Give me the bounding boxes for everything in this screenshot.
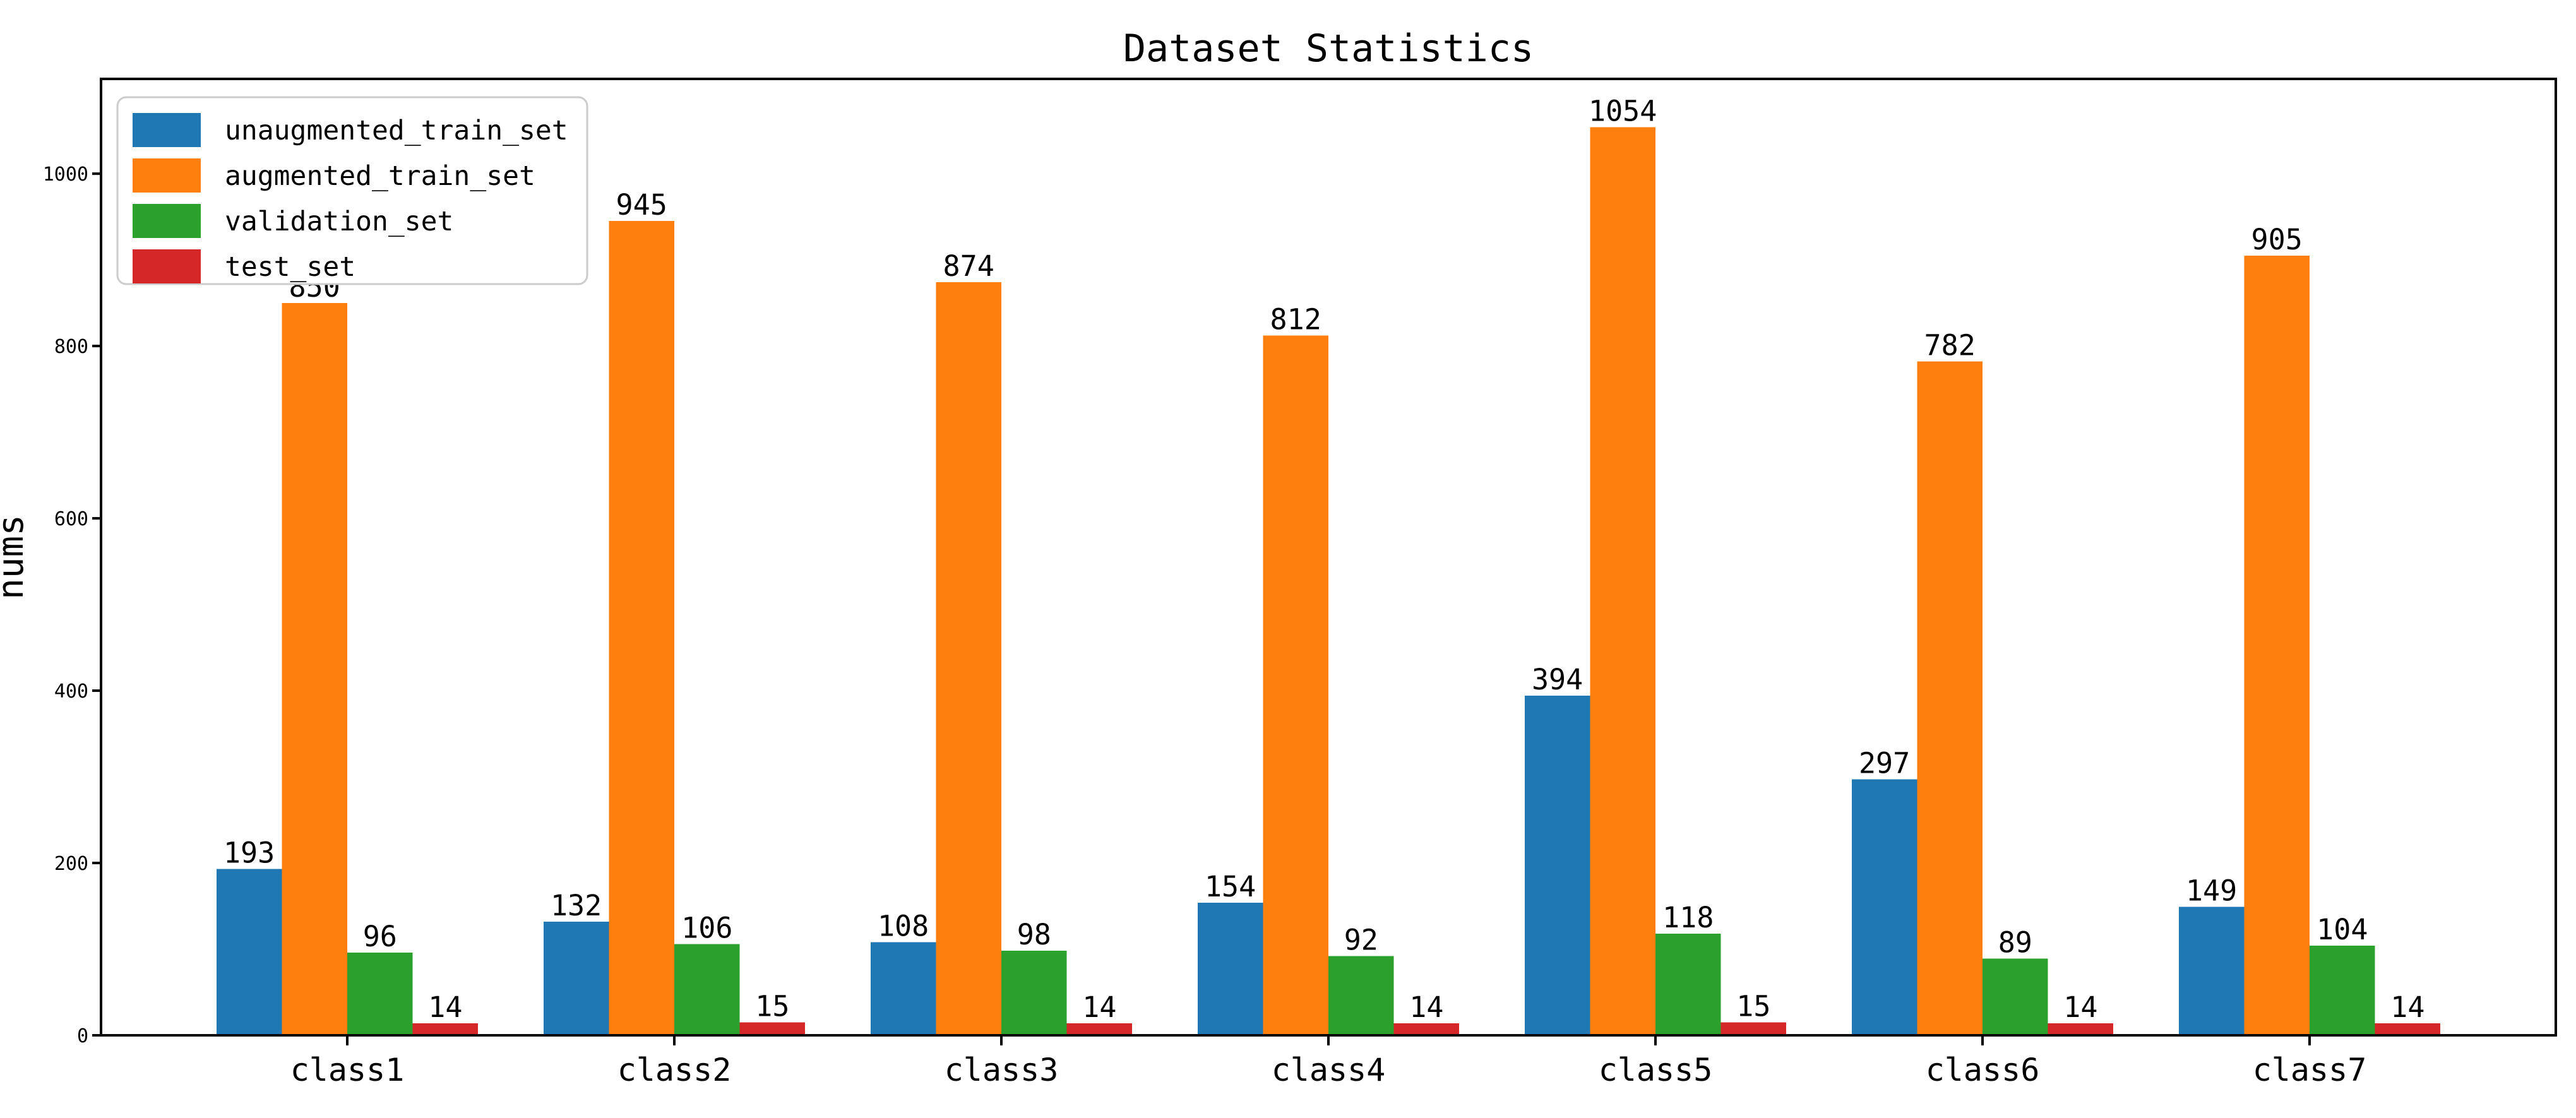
bar-augmented-train-set-class6 bbox=[1917, 361, 1983, 1035]
bar-augmented-train-set-class4 bbox=[1263, 335, 1328, 1035]
bar-unaugmented-train-set-class7 bbox=[2178, 907, 2245, 1035]
bar-value-label: 394 bbox=[1532, 663, 1583, 696]
legend-box bbox=[116, 96, 588, 285]
bar-value-label: 905 bbox=[2251, 223, 2303, 256]
bar-validation-set-class4 bbox=[1328, 956, 1394, 1035]
bar-test-set-class5 bbox=[1720, 1022, 1787, 1035]
bar-unaugmented-train-set-class2 bbox=[543, 921, 609, 1035]
bar-test-set-class4 bbox=[1393, 1023, 1460, 1035]
bar-value-label: 14 bbox=[2390, 990, 2424, 1024]
bar-test-set-class7 bbox=[2375, 1023, 2441, 1035]
bar-value-label: 106 bbox=[681, 911, 732, 944]
bar-value-label: 15 bbox=[755, 990, 789, 1023]
plot-border bbox=[100, 78, 2557, 1037]
bar-value-label: 132 bbox=[551, 889, 602, 922]
bar-value-label: 14 bbox=[2063, 990, 2097, 1024]
legend-label-validation-set: validation_set bbox=[225, 206, 453, 237]
bar-augmented-train-set-class2 bbox=[609, 221, 674, 1036]
bar-test-set-class3 bbox=[1066, 1023, 1133, 1035]
legend: unaugmented_train_set augmented_train_set… bbox=[116, 96, 588, 285]
bar-test-set-class1 bbox=[412, 1023, 479, 1035]
bar-augmented-train-set-class7 bbox=[2244, 255, 2310, 1035]
y-tick-label: 200 bbox=[54, 853, 88, 875]
bar-value-label: 14 bbox=[1409, 990, 1443, 1024]
bar-value-label: 104 bbox=[2317, 913, 2368, 946]
x-tick-label-class5: class5 bbox=[1599, 1052, 1713, 1088]
bar-value-label: 96 bbox=[363, 920, 397, 953]
bar-validation-set-class7 bbox=[2310, 946, 2375, 1035]
bar-value-label: 89 bbox=[1998, 926, 2032, 960]
bar-validation-set-class1 bbox=[347, 952, 413, 1035]
bar-augmented-train-set-class3 bbox=[936, 282, 1001, 1035]
bar-value-label: 118 bbox=[1662, 901, 1714, 934]
bar-value-label: 108 bbox=[878, 910, 929, 943]
x-tick-label-class4: class4 bbox=[1272, 1052, 1386, 1088]
x-tick-label-class2: class2 bbox=[617, 1052, 732, 1088]
x-tick-label-class3: class3 bbox=[945, 1052, 1059, 1088]
chart-title: Dataset Statistics bbox=[1123, 27, 1534, 71]
bar-value-label: 297 bbox=[1859, 747, 1910, 780]
y-tick-label: 1000 bbox=[43, 164, 88, 186]
legend-label-unaugmented-train-set: unaugmented_train_set bbox=[225, 115, 568, 146]
bar-value-label: 154 bbox=[1205, 870, 1256, 903]
bar-value-label: 14 bbox=[428, 990, 462, 1024]
bar-value-label: 15 bbox=[1736, 990, 1770, 1023]
bar-validation-set-class5 bbox=[1655, 933, 1721, 1035]
bar-value-label: 14 bbox=[1082, 990, 1116, 1024]
bar-value-label: 98 bbox=[1017, 918, 1051, 951]
bar-value-label: 1054 bbox=[1589, 94, 1657, 128]
bar-value-label: 782 bbox=[1924, 329, 1976, 362]
legend-swatch-unaugmented-train-set bbox=[133, 113, 201, 147]
y-tick-label: 400 bbox=[54, 681, 88, 703]
bar-augmented-train-set-class1 bbox=[282, 302, 347, 1035]
legend-swatch-validation-set bbox=[133, 204, 201, 238]
y-tick-label: 0 bbox=[77, 1025, 88, 1047]
x-tick-label-class7: class7 bbox=[2253, 1052, 2367, 1088]
legend-swatch-test-set bbox=[133, 249, 201, 283]
bar-value-label: 193 bbox=[224, 836, 275, 870]
y-tick-label: 600 bbox=[54, 508, 88, 530]
bar-value-label: 874 bbox=[943, 249, 994, 283]
bar-unaugmented-train-set-class6 bbox=[1851, 779, 1917, 1035]
bar-unaugmented-train-set-class1 bbox=[216, 869, 282, 1035]
bar-value-label: 92 bbox=[1344, 923, 1378, 956]
bar-augmented-train-set-class5 bbox=[1590, 127, 1655, 1036]
bar-validation-set-class2 bbox=[674, 944, 740, 1035]
bar-value-label: 149 bbox=[2186, 874, 2237, 908]
bar-test-set-class6 bbox=[2048, 1023, 2114, 1035]
bar-validation-set-class3 bbox=[1001, 951, 1067, 1035]
legend-label-augmented-train-set: augmented_train_set bbox=[225, 160, 535, 192]
bar-unaugmented-train-set-class3 bbox=[870, 942, 936, 1035]
bar-test-set-class2 bbox=[739, 1022, 806, 1035]
y-tick-label: 800 bbox=[54, 336, 88, 358]
bar-unaugmented-train-set-class4 bbox=[1197, 902, 1263, 1035]
bar-value-label: 812 bbox=[1270, 303, 1321, 336]
bar-validation-set-class6 bbox=[1983, 958, 2048, 1035]
legend-label-test-set: test_set bbox=[225, 251, 355, 283]
y-axis-label: nums bbox=[0, 514, 32, 600]
bar-unaugmented-train-set-class5 bbox=[1524, 696, 1590, 1035]
legend-swatch-augmented-train-set bbox=[133, 158, 201, 193]
x-tick-label-class1: class1 bbox=[290, 1052, 405, 1088]
bar-value-label: 945 bbox=[616, 188, 667, 222]
x-tick-label-class6: class6 bbox=[1926, 1052, 2040, 1088]
